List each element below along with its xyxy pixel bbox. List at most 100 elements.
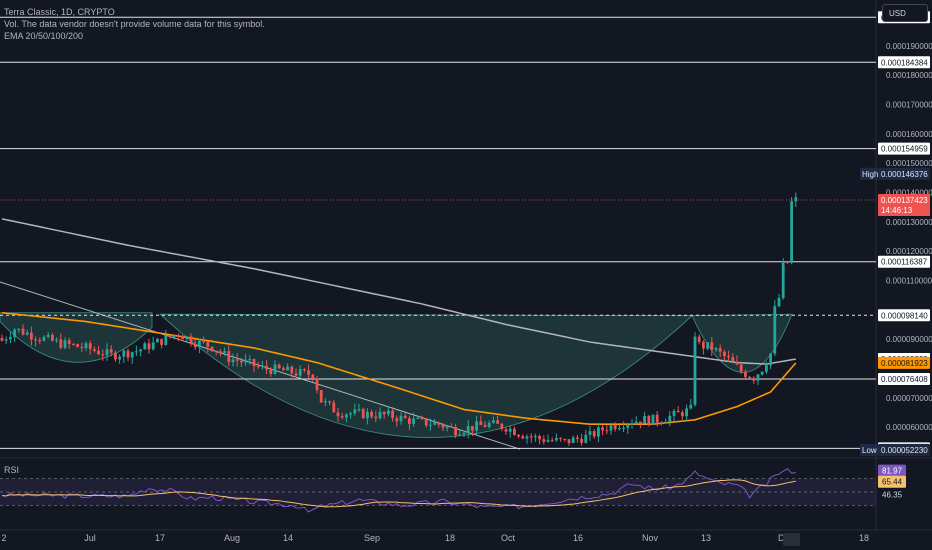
candle-body[interactable] bbox=[202, 340, 205, 343]
candle-body[interactable] bbox=[626, 424, 630, 428]
candle-body[interactable] bbox=[752, 377, 756, 381]
candle-body[interactable] bbox=[790, 201, 793, 264]
candle-body[interactable] bbox=[672, 410, 676, 416]
candle-body[interactable] bbox=[521, 436, 525, 439]
candle-body[interactable] bbox=[206, 342, 210, 347]
candle-body[interactable] bbox=[487, 422, 491, 427]
candle-body[interactable] bbox=[130, 352, 134, 358]
candle-body[interactable] bbox=[361, 409, 365, 419]
candle-body[interactable] bbox=[357, 409, 361, 411]
candle-body[interactable] bbox=[324, 401, 327, 403]
candle-body[interactable] bbox=[46, 334, 50, 337]
candle-body[interactable] bbox=[118, 356, 121, 360]
ema-200-line[interactable] bbox=[1, 218, 796, 365]
candle-body[interactable] bbox=[42, 336, 46, 341]
candle-body[interactable] bbox=[332, 402, 336, 413]
candle-body[interactable] bbox=[160, 338, 163, 345]
candle-body[interactable] bbox=[101, 354, 105, 356]
candle-body[interactable] bbox=[513, 428, 516, 436]
candle-body[interactable] bbox=[639, 421, 642, 424]
candle-body[interactable] bbox=[391, 410, 394, 419]
candle-body[interactable] bbox=[559, 437, 562, 439]
candle-body[interactable] bbox=[706, 342, 709, 349]
candle-body[interactable] bbox=[727, 356, 730, 358]
candle-body[interactable] bbox=[597, 427, 600, 437]
candle-body[interactable] bbox=[122, 350, 126, 357]
candle-body[interactable] bbox=[67, 340, 71, 344]
level-price-badge[interactable] bbox=[878, 56, 930, 69]
candle-body[interactable] bbox=[739, 364, 743, 372]
candle-body[interactable] bbox=[290, 366, 294, 374]
candle-body[interactable] bbox=[781, 261, 785, 299]
rsi-value-badge[interactable] bbox=[878, 475, 906, 488]
candle-body[interactable] bbox=[571, 437, 575, 444]
candle-body[interactable] bbox=[223, 351, 226, 353]
rsi-value-badge[interactable] bbox=[878, 464, 906, 477]
candle-body[interactable] bbox=[193, 343, 197, 348]
low-price-badge[interactable] bbox=[878, 443, 930, 456]
candle-body[interactable] bbox=[76, 344, 79, 347]
candle-body[interactable] bbox=[660, 422, 663, 424]
candle-body[interactable] bbox=[114, 352, 117, 360]
candle-body[interactable] bbox=[601, 427, 604, 431]
candle-body[interactable] bbox=[88, 343, 92, 350]
candle-body[interactable] bbox=[109, 349, 113, 353]
candle-body[interactable] bbox=[445, 426, 449, 428]
candle-body[interactable] bbox=[437, 422, 441, 425]
candle-body[interactable] bbox=[30, 332, 33, 340]
candle-body[interactable] bbox=[370, 411, 373, 417]
rsi-ma-line[interactable] bbox=[1, 479, 796, 508]
candle-body[interactable] bbox=[500, 423, 504, 430]
candle-body[interactable] bbox=[340, 416, 344, 418]
candle-body[interactable] bbox=[198, 340, 201, 348]
candle-body[interactable] bbox=[105, 349, 109, 356]
candle-body[interactable] bbox=[256, 366, 260, 368]
candle-body[interactable] bbox=[563, 438, 567, 440]
candle-body[interactable] bbox=[164, 335, 168, 345]
candle-body[interactable] bbox=[710, 342, 714, 350]
candle-body[interactable] bbox=[185, 336, 189, 340]
candle-body[interactable] bbox=[416, 418, 420, 420]
candle-body[interactable] bbox=[9, 337, 12, 340]
candle-body[interactable] bbox=[454, 426, 457, 436]
candle-body[interactable] bbox=[786, 261, 789, 264]
candle-body[interactable] bbox=[429, 424, 432, 426]
candle-body[interactable] bbox=[689, 404, 693, 409]
candle-body[interactable] bbox=[546, 440, 550, 442]
candle-body[interactable] bbox=[458, 434, 462, 436]
candle-body[interactable] bbox=[735, 361, 739, 365]
candle-body[interactable] bbox=[25, 332, 29, 335]
candle-body[interactable] bbox=[261, 365, 264, 367]
candle-body[interactable] bbox=[769, 353, 772, 366]
candle-body[interactable] bbox=[605, 430, 609, 432]
candle-body[interactable] bbox=[420, 418, 424, 420]
candle-body[interactable] bbox=[0, 337, 4, 341]
candle-body[interactable] bbox=[34, 339, 37, 341]
candle-body[interactable] bbox=[647, 416, 651, 425]
currency-button[interactable]: USD bbox=[882, 4, 928, 22]
candle-body[interactable] bbox=[433, 422, 436, 425]
candle-body[interactable] bbox=[471, 426, 474, 431]
candle-body[interactable] bbox=[248, 359, 252, 361]
candle-body[interactable] bbox=[399, 415, 403, 422]
candle-body[interactable] bbox=[13, 329, 16, 338]
candle-body[interactable] bbox=[424, 418, 428, 426]
candle-body[interactable] bbox=[668, 415, 672, 422]
candle-body[interactable] bbox=[555, 437, 558, 441]
candle-body[interactable] bbox=[374, 416, 378, 419]
candle-body[interactable] bbox=[80, 346, 84, 349]
high-price-badge[interactable] bbox=[878, 167, 930, 180]
candle-body[interactable] bbox=[517, 435, 520, 437]
candle-body[interactable] bbox=[693, 336, 697, 405]
candle-body[interactable] bbox=[181, 336, 184, 340]
candle-body[interactable] bbox=[126, 350, 130, 358]
candle-body[interactable] bbox=[227, 351, 231, 363]
candle-body[interactable] bbox=[219, 351, 222, 353]
candle-body[interactable] bbox=[378, 411, 382, 419]
candle-body[interactable] bbox=[483, 424, 487, 427]
candle-body[interactable] bbox=[177, 335, 180, 337]
candle-body[interactable] bbox=[744, 371, 747, 377]
candle-body[interactable] bbox=[231, 359, 235, 363]
ema-50-line[interactable] bbox=[1, 311, 797, 426]
candle-body[interactable] bbox=[462, 432, 466, 435]
